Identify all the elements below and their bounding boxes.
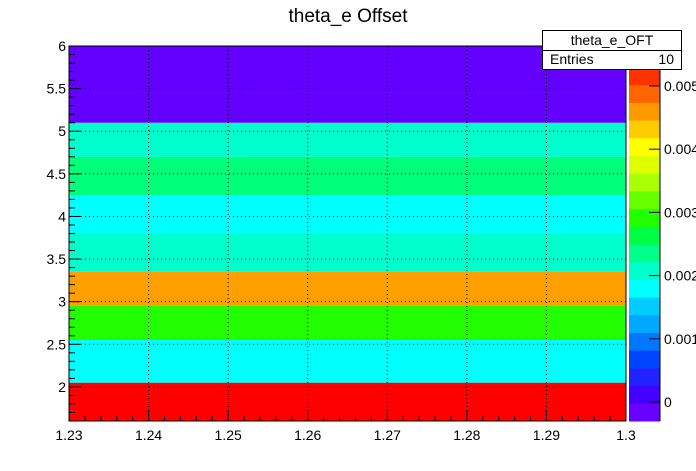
stats-entries-label: Entries bbox=[550, 51, 594, 67]
z-tick-label: 0.005 bbox=[664, 78, 696, 94]
y-tick-label: 2 bbox=[58, 379, 66, 395]
x-tick-label: 1.24 bbox=[135, 427, 162, 443]
palette-swatch bbox=[629, 350, 660, 369]
palette-swatch bbox=[629, 102, 660, 121]
stats-box: theta_e_OFT Entries 10 bbox=[542, 30, 682, 70]
y-tick-label: 3.5 bbox=[47, 251, 67, 267]
heatmap-band bbox=[69, 340, 626, 383]
palette-swatch bbox=[629, 155, 660, 174]
heatmap-band bbox=[69, 305, 626, 341]
palette-swatch bbox=[629, 297, 660, 316]
stats-entries-value: 10 bbox=[658, 51, 674, 67]
heatmap-band bbox=[69, 122, 626, 157]
heatmap-band bbox=[69, 382, 626, 421]
palette-swatch bbox=[629, 367, 660, 387]
palette-swatch bbox=[629, 226, 660, 245]
z-tick-label: 0.001 bbox=[664, 331, 696, 347]
heatmap-band bbox=[69, 271, 626, 306]
y-tick-label: 4.5 bbox=[47, 166, 67, 182]
palette-swatch bbox=[629, 67, 660, 86]
palette-swatch bbox=[629, 244, 660, 263]
chart-title: theta_e Offset bbox=[288, 6, 408, 27]
stats-name: theta_e_OFT bbox=[543, 31, 681, 51]
heatmap-band bbox=[69, 195, 626, 234]
x-tick-label: 1.28 bbox=[453, 427, 480, 443]
y-tick-label: 3 bbox=[58, 294, 66, 310]
x-tick-label: 1.23 bbox=[55, 427, 82, 443]
z-tick-label: 0 bbox=[664, 394, 672, 410]
palette-swatch bbox=[629, 84, 660, 103]
heatmap-band bbox=[69, 233, 626, 272]
palette-swatch bbox=[629, 261, 660, 280]
x-axis: 1.23 1.24 1.25 1.26 1.27 1.28 1.29 1.3 bbox=[55, 410, 636, 443]
z-tick-label: 0.002 bbox=[664, 268, 696, 284]
heatmap-band bbox=[69, 46, 626, 123]
heatmap-bands bbox=[69, 46, 626, 421]
x-tick-label: 1.26 bbox=[294, 427, 321, 443]
x-tick-label: 1.27 bbox=[374, 427, 401, 443]
palette-swatch bbox=[629, 137, 660, 156]
z-tick-label: 0.003 bbox=[664, 204, 696, 220]
palette-swatch bbox=[629, 314, 660, 333]
palette-swatch bbox=[629, 332, 660, 351]
palette-swatch bbox=[629, 208, 660, 227]
x-tick-label: 1.25 bbox=[215, 427, 242, 443]
y-tick-label: 4 bbox=[58, 208, 66, 224]
palette-swatch bbox=[629, 279, 660, 298]
palette-swatch bbox=[629, 120, 660, 139]
palette-swatch bbox=[629, 190, 660, 210]
heatmap-band bbox=[69, 156, 626, 196]
y-tick-label: 2.5 bbox=[47, 336, 67, 352]
y-axis: 2 2.5 3 3.5 4 4.5 5 5.5 6 bbox=[47, 38, 81, 422]
y-tick-label: 5 bbox=[58, 123, 66, 139]
y-tick-label: 6 bbox=[58, 38, 66, 54]
grid-lines bbox=[69, 46, 626, 421]
z-axis: 0 0.001 0.002 0.003 0.004 0.005 bbox=[649, 67, 696, 421]
x-tick-label: 1.29 bbox=[533, 427, 560, 443]
z-tick-label: 0.004 bbox=[664, 141, 696, 157]
color-palette bbox=[629, 67, 660, 422]
palette-swatch bbox=[629, 403, 660, 422]
x-tick-label: 1.3 bbox=[616, 427, 636, 443]
palette-swatch bbox=[629, 385, 660, 404]
palette-swatch bbox=[629, 173, 660, 192]
y-tick-label: 5.5 bbox=[47, 81, 67, 97]
